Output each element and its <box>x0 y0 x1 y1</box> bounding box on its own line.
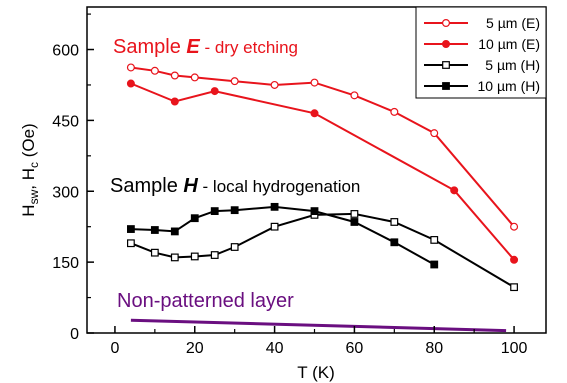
legend-item-2: 5 µm (H) <box>424 57 540 73</box>
y-tick-label-4: 600 <box>52 43 79 60</box>
plot-frame <box>86 6 547 334</box>
series-2-point-0 <box>127 239 135 248</box>
series-0-point-10 <box>510 222 519 231</box>
series-0-point-0 <box>126 63 135 72</box>
series-2-point-2 <box>170 253 179 262</box>
y-tick-label-0: 0 <box>70 326 79 343</box>
legend-item-1: 10 µm (E) <box>424 36 540 52</box>
legend-label-0: 5 µm (E) <box>486 15 540 31</box>
series-0-point-4 <box>230 77 239 86</box>
series-3-point-2 <box>170 227 179 236</box>
series-2-point-10 <box>430 236 439 244</box>
series-1-point-0 <box>126 79 135 88</box>
series-1-point-3 <box>310 109 319 118</box>
series-1-point-1 <box>170 97 179 106</box>
series-0-point-6 <box>310 78 319 87</box>
series-3-point-5 <box>230 206 239 215</box>
series-2-line <box>130 212 515 289</box>
y-axis-title: Hsw, Hc (Oe) <box>19 123 41 216</box>
series-0-point-7 <box>350 91 359 100</box>
legend-swatch-marker-1 <box>442 39 451 48</box>
series-2-point-3 <box>190 252 199 261</box>
series-2-point-5 <box>230 243 239 251</box>
series-2 <box>127 210 518 292</box>
series-3-point-8 <box>350 218 359 226</box>
x-tick-label-2: 40 <box>266 340 284 357</box>
series-2-point-6 <box>270 222 279 231</box>
legend-item-0: 5 µm (E) <box>424 15 540 31</box>
series-3-point-6 <box>270 202 279 211</box>
series-3-point-0 <box>127 225 135 233</box>
series-0-point-8 <box>390 107 399 116</box>
series-layer <box>126 63 519 333</box>
series-4 <box>130 318 507 333</box>
x-tick-label-5: 100 <box>501 340 528 357</box>
legend-label-2: 5 µm (H) <box>485 57 540 73</box>
series-2-point-8 <box>350 210 359 218</box>
series-0 <box>126 63 519 231</box>
series-0-point-9 <box>430 129 439 138</box>
plot-area <box>86 6 547 334</box>
series-0-point-2 <box>170 71 179 80</box>
series-1-point-2 <box>210 87 219 96</box>
x-tick-label-4: 80 <box>425 340 443 357</box>
legend-item-3: 10 µm (H) <box>424 78 540 94</box>
y-tick-label-1: 150 <box>52 255 79 272</box>
annotation-sample-h: Sample H - local hydrogenation <box>110 175 360 197</box>
ticks-layer: 0 20 40 60 80 100 0 150 300 450 600 <box>52 13 528 357</box>
series-1-point-5 <box>510 255 519 264</box>
series-3-point-1 <box>150 226 159 234</box>
series-0-point-3 <box>190 73 199 82</box>
series-3 <box>127 202 439 269</box>
series-2-point-1 <box>150 248 159 257</box>
series-3-point-10 <box>430 260 439 269</box>
legend-swatch-marker-0 <box>442 19 451 28</box>
legend-swatch-marker-3 <box>442 82 450 90</box>
x-tick-label-1: 20 <box>186 340 204 357</box>
series-2-point-11 <box>510 283 518 292</box>
series-1 <box>126 79 519 264</box>
y-tick-label-3: 450 <box>52 113 79 130</box>
series-2-point-4 <box>210 251 219 259</box>
series-0-point-5 <box>270 80 279 89</box>
series-1-line <box>130 82 515 261</box>
series-4-line <box>130 318 507 333</box>
series-3-point-3 <box>190 214 199 223</box>
x-tick-label-0: 0 <box>110 340 119 357</box>
legend-label-1: 10 µm (E) <box>478 36 540 52</box>
x-axis-title: T (K) <box>297 363 334 382</box>
annotation-non-patterned: Non-patterned layer <box>117 290 294 312</box>
annotation-sample-e: Sample E - dry etching <box>113 36 298 58</box>
series-1-point-4 <box>450 186 459 195</box>
series-2-point-9 <box>390 218 399 226</box>
series-3-point-4 <box>210 207 219 216</box>
legend: 5 µm (E) 10 µm (E) 5 µm (H) 10 µm (H) <box>415 6 547 99</box>
legend-swatch-marker-2 <box>442 61 450 69</box>
series-3-point-7 <box>310 207 319 216</box>
series-0-point-1 <box>150 66 159 75</box>
x-tick-label-3: 60 <box>346 340 364 357</box>
y-tick-label-2: 300 <box>52 184 79 201</box>
series-3-point-9 <box>390 238 399 247</box>
legend-label-3: 10 µm (H) <box>477 78 540 94</box>
